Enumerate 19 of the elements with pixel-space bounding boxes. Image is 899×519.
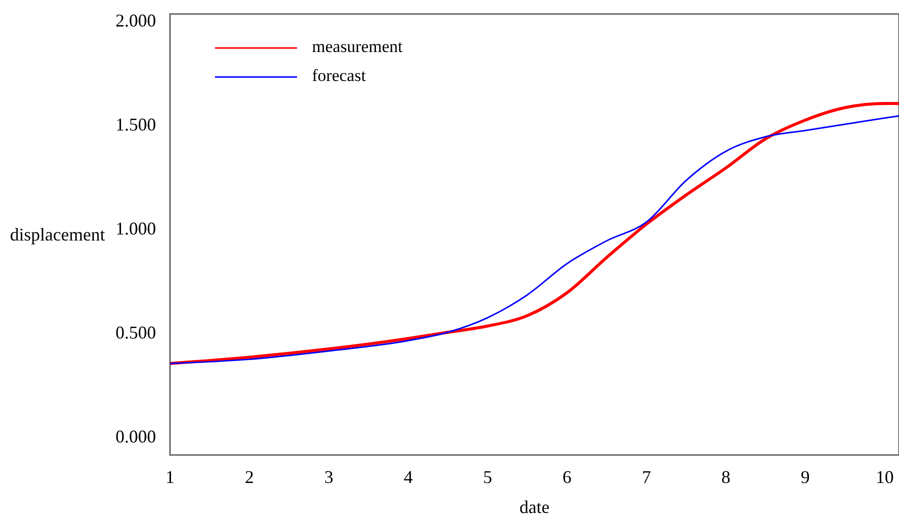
x-tick-label: 2 [244,467,254,487]
legend-label: forecast [312,66,366,85]
y-tick-label: 1.500 [116,114,156,134]
x-tick-label: 1 [166,467,174,487]
x-tick-label: 6 [562,467,572,487]
y-tick-label: 0.000 [116,426,156,446]
x-axis-title: date [520,497,550,517]
y-axis-title: displacement [10,224,105,244]
x-tick-label: 7 [642,467,651,487]
y-tick-label: 1.000 [116,218,156,238]
y-tick-label: 2.000 [116,10,156,30]
x-tick-label: 5 [483,467,492,487]
x-tick-label: 8 [721,467,730,487]
y-tick-label: 0.500 [116,322,156,342]
legend-label: measurement [312,36,403,56]
x-tick-label: 10 [876,467,894,487]
x-tick-label: 9 [800,467,810,487]
x-tick-label: 3 [324,467,334,487]
x-tick-label: 4 [404,467,413,487]
